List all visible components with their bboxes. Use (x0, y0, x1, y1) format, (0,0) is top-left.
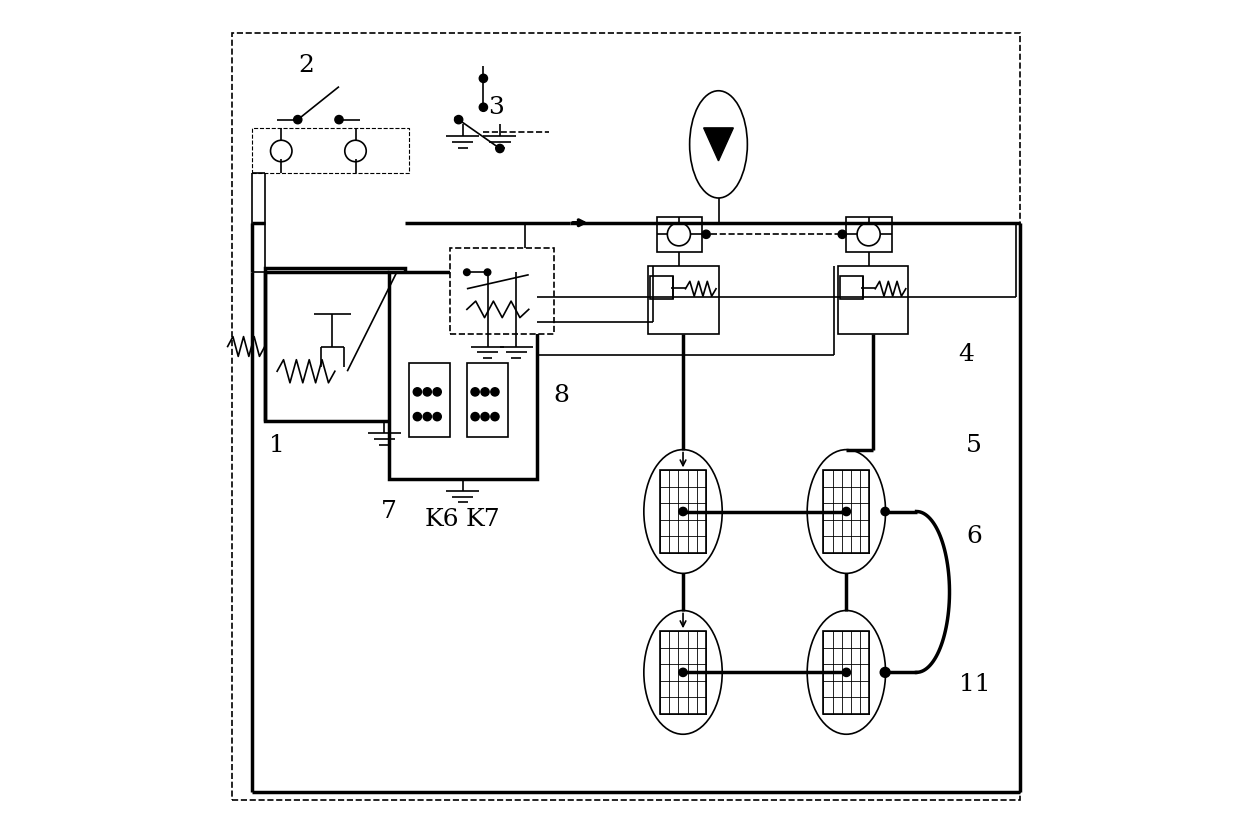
Circle shape (424, 388, 431, 396)
Text: K6: K6 (425, 508, 460, 531)
Circle shape (471, 388, 479, 396)
Circle shape (881, 668, 890, 676)
Text: 7: 7 (380, 500, 396, 523)
Bar (838, 266, 908, 334)
Circle shape (703, 230, 710, 238)
Polygon shape (704, 128, 733, 161)
Bar (657, 217, 703, 252)
Text: 2: 2 (299, 54, 313, 78)
Circle shape (668, 223, 690, 246)
Circle shape (484, 269, 491, 276)
Text: K7: K7 (466, 508, 501, 531)
Bar (660, 631, 706, 714)
Circle shape (481, 412, 489, 421)
Text: 5: 5 (966, 434, 983, 457)
Circle shape (491, 412, 499, 421)
Bar (846, 217, 892, 252)
Circle shape (880, 667, 890, 677)
Circle shape (424, 412, 431, 421)
Circle shape (294, 116, 302, 124)
Circle shape (679, 668, 688, 676)
Bar (409, 363, 450, 437)
Circle shape (270, 140, 292, 162)
Circle shape (335, 116, 343, 124)
Bar (660, 470, 706, 553)
Ellipse shape (690, 91, 747, 198)
Circle shape (455, 116, 462, 124)
Bar (823, 631, 870, 714)
Bar (265, 268, 405, 421)
Circle shape (471, 412, 479, 421)
Circle shape (344, 140, 367, 162)
Text: 8: 8 (554, 384, 570, 408)
Ellipse shape (807, 610, 886, 734)
Ellipse shape (644, 610, 722, 734)
Text: 3: 3 (488, 96, 504, 119)
Circle shape (463, 269, 470, 276)
Circle shape (481, 388, 489, 396)
Text: 6: 6 (966, 525, 983, 548)
Bar (450, 248, 554, 334)
Circle shape (843, 668, 850, 676)
Circle shape (479, 103, 487, 111)
Circle shape (857, 223, 880, 246)
Circle shape (843, 507, 850, 516)
Text: 1: 1 (269, 434, 285, 457)
Bar (650, 276, 673, 299)
Text: 4: 4 (958, 343, 974, 366)
Circle shape (414, 388, 421, 396)
Bar (467, 363, 508, 437)
Polygon shape (405, 330, 426, 363)
Circle shape (881, 507, 890, 516)
Bar (253, 128, 409, 173)
Circle shape (838, 230, 846, 238)
Ellipse shape (807, 450, 886, 573)
Circle shape (496, 144, 504, 153)
Bar (648, 266, 719, 334)
Circle shape (491, 388, 499, 396)
Circle shape (414, 412, 421, 421)
Circle shape (479, 74, 487, 82)
Ellipse shape (644, 450, 722, 573)
Bar (823, 470, 870, 553)
Circle shape (679, 507, 688, 516)
Text: 11: 11 (959, 673, 990, 696)
Circle shape (434, 412, 441, 421)
Bar (840, 276, 862, 299)
Bar (389, 272, 536, 478)
Circle shape (434, 388, 441, 396)
